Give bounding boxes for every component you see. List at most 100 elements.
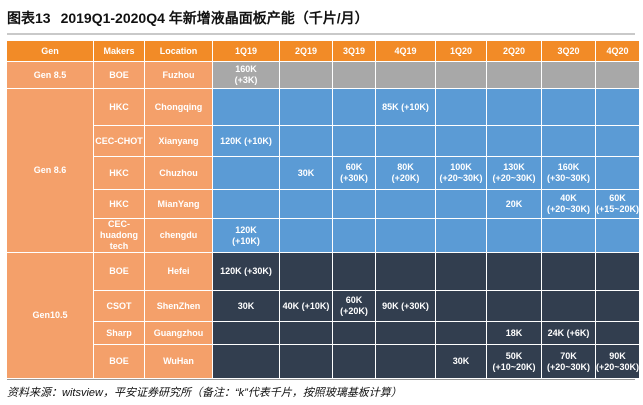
capacity-cell xyxy=(594,218,641,253)
capacity-cell xyxy=(435,61,487,89)
capacity-cell: 85K (+10K) xyxy=(375,88,436,126)
capacity-cell xyxy=(435,321,487,345)
header-3q19: 3Q19 xyxy=(332,40,376,62)
capacity-cell xyxy=(212,321,280,345)
maker-cell: Sharp xyxy=(93,321,145,345)
maker-cell: CSOT xyxy=(93,290,145,322)
location-cell: chengdu xyxy=(144,218,213,253)
capacity-cell xyxy=(594,125,641,157)
maker-cell: CEC-huadong tech xyxy=(93,218,145,253)
capacity-cell: 30K xyxy=(212,290,280,322)
location-cell: Fuzhou xyxy=(144,61,213,89)
location-cell: Chongqing xyxy=(144,88,213,126)
location-cell: WuHan xyxy=(144,344,213,379)
figure-title-text: 2019Q1-2020Q4 年新增液晶面板产能（千片/月） xyxy=(60,10,369,26)
capacity-cell xyxy=(594,88,641,126)
capacity-cell xyxy=(435,88,487,126)
maker-cell: HKC xyxy=(93,189,145,219)
capacity-cell xyxy=(332,88,376,126)
capacity-cell xyxy=(279,125,333,157)
capacity-cell: 130K (+20~30K) xyxy=(486,156,542,190)
capacity-cell: 70K (+20~30K) xyxy=(541,344,596,379)
header-1q20: 1Q20 xyxy=(435,40,487,62)
capacity-cell: 120K (+10K) xyxy=(212,125,280,157)
capacity-cell xyxy=(212,156,280,190)
capacity-cell xyxy=(541,88,596,126)
capacity-cell xyxy=(435,252,487,291)
capacity-cell xyxy=(375,252,436,291)
source-note: 资料来源：witsview，平安证券研究所（备注：“k”代表千片，按照玻璃基板计… xyxy=(7,387,402,399)
capacity-cell: 30K xyxy=(435,344,487,379)
gen-cell: Gen 8.6 xyxy=(6,88,94,253)
header-location: Location xyxy=(144,40,213,62)
location-cell: Guangzhou xyxy=(144,321,213,345)
header-row: Gen Makers Location 1Q19 2Q19 3Q19 4Q19 … xyxy=(6,40,641,62)
capacity-cell xyxy=(212,344,280,379)
gen-cell: Gen 8.5 xyxy=(6,61,94,89)
capacity-cell: 40K (+20~30K) xyxy=(541,189,596,219)
header-3q20: 3Q20 xyxy=(541,40,596,62)
capacity-cell: 90K (+20~30K) xyxy=(594,344,641,379)
capacity-cell xyxy=(486,252,542,291)
capacity-cell xyxy=(435,125,487,157)
capacity-cell xyxy=(435,290,487,322)
figure-number: 图表13 xyxy=(7,10,51,26)
capacity-cell xyxy=(375,189,436,219)
maker-cell: HKC xyxy=(93,88,145,126)
capacity-cell: 50K (+10~20K) xyxy=(486,344,542,379)
capacity-cell xyxy=(486,88,542,126)
table-row: BOE WuHan 30K 50K (+10~20K) 70K (+20~30K) 90K… xyxy=(7,344,641,379)
capacity-cell xyxy=(541,61,596,89)
maker-cell: BOE xyxy=(93,252,145,291)
capacity-cell xyxy=(332,218,376,253)
capacity-cell xyxy=(486,218,542,253)
gen-cell: Gen10.5 xyxy=(6,252,94,379)
capacity-cell xyxy=(279,88,333,126)
capacity-cell xyxy=(332,344,376,379)
maker-cell: BOE xyxy=(93,61,145,89)
capacity-table: Gen Makers Location 1Q19 2Q19 3Q19 4Q19 … xyxy=(6,40,641,379)
figure-title: 图表13 2019Q1-2020Q4 年新增液晶面板产能（千片/月） xyxy=(7,7,635,35)
maker-cell: CEC-CHOT xyxy=(93,125,145,157)
capacity-cell: 24K (+6K) xyxy=(541,321,596,345)
capacity-cell xyxy=(541,218,596,253)
location-cell: Hefei xyxy=(144,252,213,291)
capacity-cell xyxy=(541,125,596,157)
capacity-cell xyxy=(375,344,436,379)
capacity-cell: 160K (+30~30K) xyxy=(541,156,596,190)
capacity-cell: 120K (+30K) xyxy=(212,252,280,291)
header-gen: Gen xyxy=(6,40,94,62)
capacity-cell: 60K (+20K) xyxy=(332,290,376,322)
capacity-cell xyxy=(279,252,333,291)
capacity-cell xyxy=(486,290,542,322)
capacity-cell xyxy=(486,61,542,89)
capacity-cell: 90K (+30K) xyxy=(375,290,436,322)
capacity-cell: 100K (+20~30K) xyxy=(435,156,487,190)
capacity-cell xyxy=(594,61,641,89)
capacity-cell xyxy=(486,125,542,157)
maker-cell: BOE xyxy=(93,344,145,379)
capacity-cell: 120K (+10K) xyxy=(212,218,280,253)
maker-cell: HKC xyxy=(93,156,145,190)
header-4q20: 4Q20 xyxy=(594,40,641,62)
table-row: Gen 8.5 BOE Fuzhou 160K (+3K) xyxy=(6,61,641,89)
location-cell: Xianyang xyxy=(144,125,213,157)
capacity-cell xyxy=(541,252,596,291)
capacity-cell: 60K (+30K) xyxy=(332,156,376,190)
table-row: CEC-CHOT Xianyang 120K (+10K) xyxy=(7,125,641,157)
capacity-cell xyxy=(594,321,641,345)
capacity-cell xyxy=(541,290,596,322)
capacity-cell xyxy=(435,218,487,253)
capacity-cell xyxy=(279,321,333,345)
capacity-cell xyxy=(279,344,333,379)
capacity-cell xyxy=(332,321,376,345)
source-divider xyxy=(7,379,635,380)
capacity-cell xyxy=(212,189,280,219)
location-cell: ShenZhen xyxy=(144,290,213,322)
capacity-cell: 18K xyxy=(486,321,542,345)
table-row: HKC MianYang 20K 40K (+20~30K) 60K (+15~20K) xyxy=(7,189,641,219)
header-4q19: 4Q19 xyxy=(375,40,436,62)
capacity-cell: 40K (+10K) xyxy=(279,290,333,322)
table-row: Sharp Guangzhou 18K 24K (+6K) xyxy=(7,321,641,345)
table-row: CEC-huadong tech chengdu 120K (+10K) xyxy=(7,218,641,253)
